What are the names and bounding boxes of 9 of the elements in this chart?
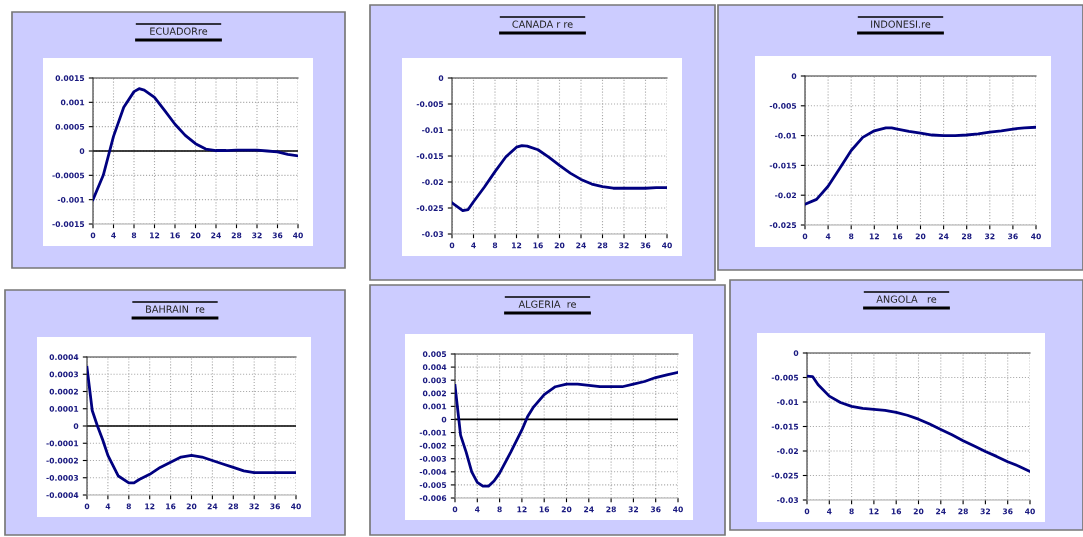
line-series [805,125,1036,206]
chart-title: INDONESI.re [871,20,931,28]
chart-title: CANADA r re [512,20,573,28]
chart-title: ECUADORre [150,27,208,35]
chart-title: ALGERIA re [518,300,576,308]
chart-title: BAHRAIN re [146,305,205,313]
chart-title: ANGOLA re [876,295,937,303]
line-series [807,374,1030,473]
line-series [452,144,667,212]
